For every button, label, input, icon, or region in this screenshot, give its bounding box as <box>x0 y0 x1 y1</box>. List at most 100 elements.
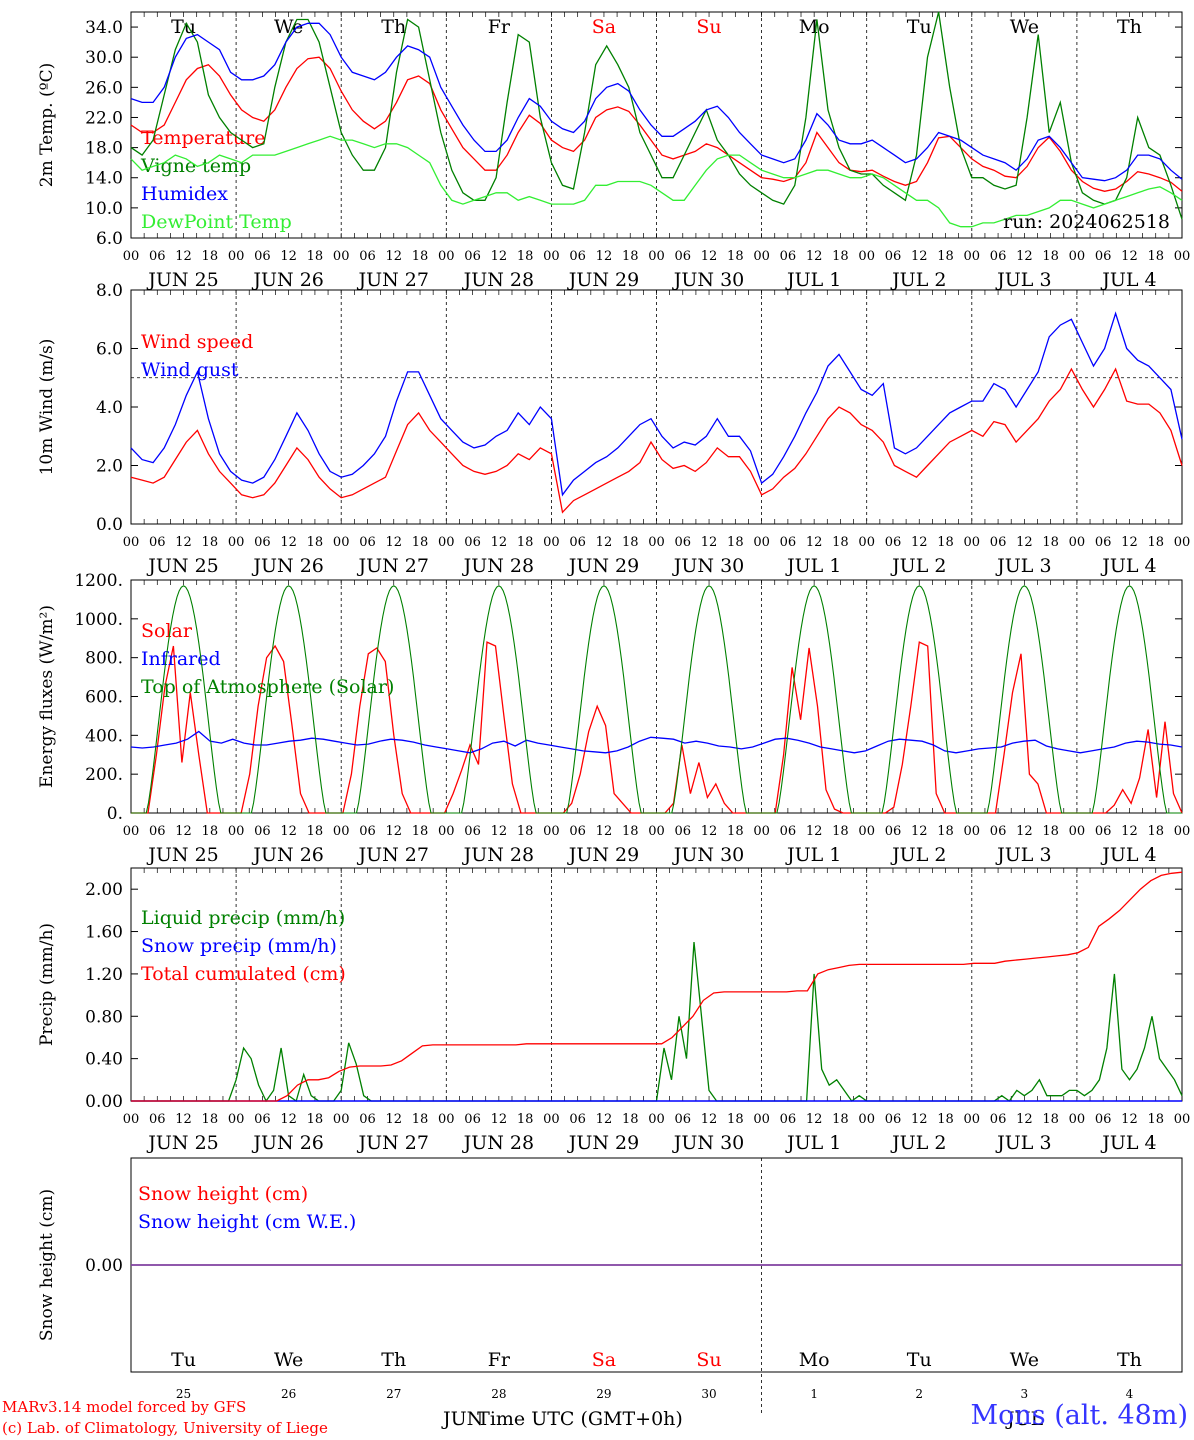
hour-tick-label: 18 <box>622 249 639 264</box>
hour-tick-label: 00 <box>1069 535 1086 550</box>
day-number-label: 27 <box>386 1387 401 1401</box>
day-label: JUL 4 <box>1100 1132 1156 1154</box>
hour-tick-label: 00 <box>543 535 560 550</box>
y-tick-label: 22.0 <box>85 108 123 128</box>
panel-4: 0.00 0.40 0.80 1.20 1.60 2.00 Precip (mm/h) 00 0… <box>37 867 1191 1154</box>
day-label: JUN 25 <box>146 1132 218 1154</box>
hour-tick-label: 12 <box>1121 1112 1138 1127</box>
y-axis-label: 10m Wind (m/s) <box>37 339 57 476</box>
hour-tick-label: 12 <box>701 535 718 550</box>
day-label: JUL 1 <box>785 555 841 577</box>
panel-1: 6.0 10.0 14.0 18.0 22.0 26.0 30.0 34.0 2m Temp. … <box>37 11 1190 291</box>
y-tick-label: 6.0 <box>96 229 123 249</box>
y-axis-label: 2m Temp. (ºC) <box>37 63 57 188</box>
day-label: JUN 30 <box>672 269 744 291</box>
day-label: JUN 29 <box>567 555 639 577</box>
hour-tick-label: 00 <box>753 249 770 264</box>
hour-tick-label: 00 <box>228 249 245 264</box>
weekday-label: Th <box>381 16 406 38</box>
day-label: JUN 26 <box>251 555 323 577</box>
hour-tick-label: 00 <box>1174 1112 1191 1127</box>
day-label: JUL 1 <box>785 269 841 291</box>
day-label: JUN 28 <box>462 844 534 866</box>
y-tick-label: 8.0 <box>96 281 123 301</box>
series-vigne-temp <box>130 11 1183 220</box>
hour-tick-label: 12 <box>596 535 613 550</box>
y-tick-label: 1.60 <box>85 923 123 943</box>
hour-tick-label: 06 <box>149 249 166 264</box>
hour-tick-label: 18 <box>1147 1112 1164 1127</box>
hour-tick-label: 00 <box>123 1112 140 1127</box>
hour-tick-label: 06 <box>780 1112 797 1127</box>
hour-tick-label: 06 <box>569 1112 586 1127</box>
hour-tick-label: 00 <box>964 1112 981 1127</box>
day-label: JUN 27 <box>357 844 429 866</box>
hour-tick-label: 18 <box>727 249 744 264</box>
y-tick-label: 0.00 <box>85 1092 123 1112</box>
weekday-label: Fr <box>488 1349 511 1371</box>
day-number-label: 4 <box>1126 1387 1134 1401</box>
hour-tick-label: 00 <box>648 824 665 839</box>
hour-tick-label: 18 <box>1042 535 1059 550</box>
hour-tick-label: 12 <box>806 1112 823 1127</box>
hour-tick-label: 12 <box>596 1112 613 1127</box>
hour-tick-label: 00 <box>438 824 455 839</box>
day-label: JUL 2 <box>890 269 946 291</box>
legend-entry: Solar <box>141 620 193 642</box>
hour-tick-label: 12 <box>385 1112 402 1127</box>
y-tick-label: 1000. <box>74 610 123 630</box>
hour-tick-label: 18 <box>517 824 534 839</box>
weekday-label: Sa <box>592 1349 616 1371</box>
hour-tick-label: 06 <box>464 824 481 839</box>
hour-tick-label: 18 <box>937 1112 954 1127</box>
hour-tick-label: 00 <box>753 1112 770 1127</box>
hour-tick-label: 00 <box>1069 249 1086 264</box>
panel-5: 0.00 Snow height (cm) Tu We Th Fr Sa Su Mo Tu We Th… <box>37 1157 1183 1430</box>
hour-tick-label: 00 <box>964 824 981 839</box>
hour-tick-label: 12 <box>491 824 508 839</box>
hour-tick-label: 06 <box>149 535 166 550</box>
hour-tick-label: 00 <box>228 1112 245 1127</box>
series-total-cumulated-cm <box>131 871 1183 1102</box>
hour-tick-label: 00 <box>123 535 140 550</box>
hour-tick-label: 18 <box>1147 249 1164 264</box>
hour-tick-label: 12 <box>385 249 402 264</box>
hour-tick-label: 18 <box>412 249 429 264</box>
hour-tick-label: 18 <box>832 824 849 839</box>
hour-tick-label: 00 <box>543 824 560 839</box>
hour-tick-label: 18 <box>307 824 324 839</box>
hour-tick-label: 00 <box>123 824 140 839</box>
hour-tick-label: 18 <box>832 1112 849 1127</box>
weekday-label: Mo <box>799 16 830 38</box>
hour-tick-label: 18 <box>727 824 744 839</box>
day-label: JUN 26 <box>251 844 323 866</box>
hour-tick-label: 06 <box>675 824 692 839</box>
y-tick-label: 34.0 <box>85 18 123 38</box>
y-tick-label: 2.00 <box>85 880 123 900</box>
hour-tick-label: 12 <box>385 535 402 550</box>
hour-tick-label: 12 <box>806 535 823 550</box>
hour-tick-label: 18 <box>307 249 324 264</box>
legend-entry: Vigne temp <box>140 155 251 177</box>
hour-tick-label: 12 <box>911 824 928 839</box>
hour-tick-label: 06 <box>569 249 586 264</box>
day-label: JUL 1 <box>785 844 841 866</box>
weekday-label: Tu <box>171 16 196 38</box>
day-label: JUL 4 <box>1100 844 1156 866</box>
hour-tick-label: 18 <box>412 1112 429 1127</box>
hour-tick-label: 12 <box>175 249 192 264</box>
day-label: JUN 26 <box>251 1132 323 1154</box>
legend-entry: Snow height (cm W.E.) <box>138 1211 356 1233</box>
y-tick-label: 200. <box>85 765 123 785</box>
hour-tick-label: 06 <box>885 249 902 264</box>
weekday-label: Tu <box>907 16 932 38</box>
day-label: JUN 29 <box>567 1132 639 1154</box>
series-solar <box>131 641 1183 814</box>
hour-tick-label: 18 <box>307 535 324 550</box>
hour-tick-label: 06 <box>149 1112 166 1127</box>
legend-entry: DewPoint Temp <box>141 211 292 233</box>
hour-tick-label: 06 <box>464 1112 481 1127</box>
day-label: JUN 26 <box>251 269 323 291</box>
month-label-jun: JUN <box>441 1408 483 1430</box>
hour-tick-label: 00 <box>228 824 245 839</box>
